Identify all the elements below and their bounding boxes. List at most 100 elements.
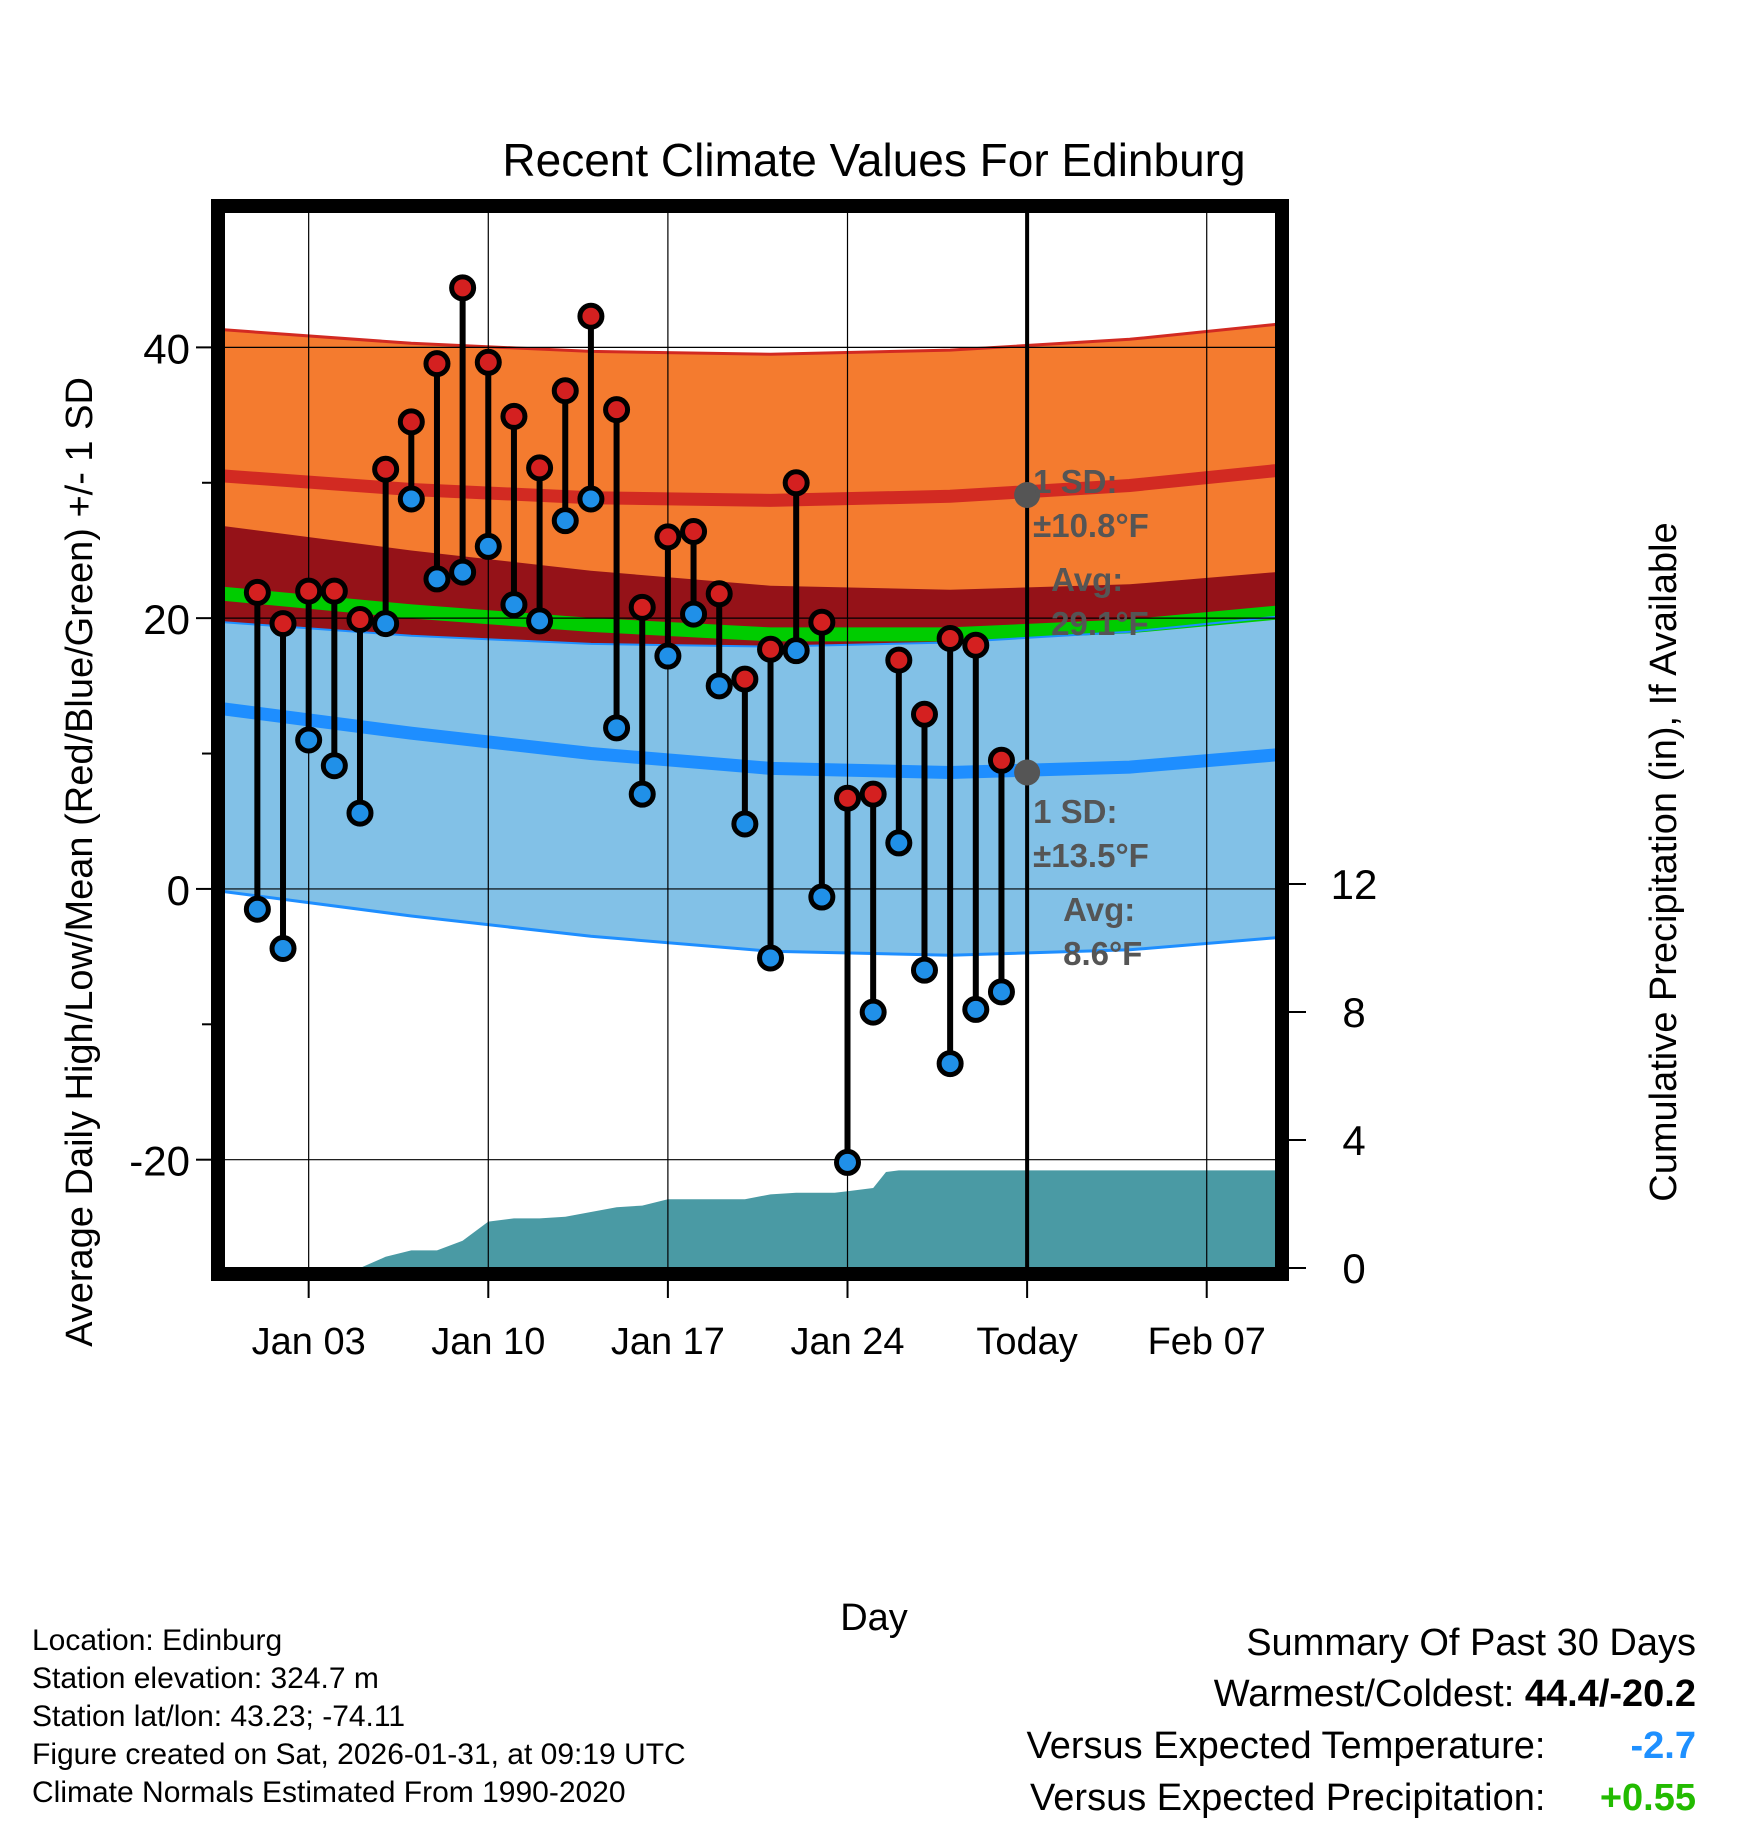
daily-high-point	[680, 518, 708, 546]
daily-low-point	[885, 829, 913, 857]
daily-high-point	[885, 646, 913, 674]
x-tick-label: Jan 10	[431, 1321, 545, 1363]
summary-temp-row: Versus Expected Temperature: -2.7	[1027, 1720, 1696, 1772]
daily-high-point	[987, 746, 1015, 774]
daily-low-point	[346, 799, 374, 827]
info-normals: Climate Normals Estimated From 1990-2020	[32, 1776, 626, 1809]
daily-high-point	[603, 396, 631, 424]
daily-low-point	[603, 714, 631, 742]
daily-high-point	[295, 577, 323, 605]
low-avg-label: Avg:	[1063, 891, 1135, 928]
y-left-tick-label: 40	[143, 325, 190, 372]
today-low-avg-marker	[1014, 759, 1041, 786]
info-latlon: Station lat/lon: 43.23; -74.11	[32, 1700, 406, 1733]
today-days-label: 30	[1041, 1375, 1081, 1416]
daily-high-point	[449, 274, 477, 302]
low-sd-value: ±13.5°F	[1033, 837, 1149, 874]
daily-low-point	[449, 558, 477, 586]
today-high-avg-marker	[1014, 481, 1041, 508]
daily-low-point	[936, 1050, 964, 1078]
x-tick-label: Feb 07	[1148, 1321, 1266, 1363]
daily-low-point	[808, 883, 836, 911]
daily-low-point	[705, 672, 733, 700]
daily-high-point	[654, 523, 682, 551]
high-avg-value: 29.1°F	[1051, 605, 1149, 642]
info-location: Location: Edinburg	[32, 1624, 283, 1657]
daily-low-point	[320, 752, 348, 780]
daily-low-point	[474, 532, 502, 560]
high-sd-value: ±10.8°F	[1033, 507, 1149, 544]
y-left-tick-label: -20	[129, 1138, 190, 1185]
high-sd-label: 1 SD:	[1033, 463, 1117, 500]
info-created: Figure created on Sat, 2026-01-31, at 09…	[32, 1738, 686, 1771]
daily-high-point	[808, 608, 836, 636]
summary-warmest-label: Warmest/Coldest:	[1213, 1673, 1515, 1715]
summary-precip-value: +0.55	[1599, 1777, 1696, 1819]
daily-low-point	[295, 726, 323, 754]
daily-high-point	[628, 593, 656, 621]
daily-low-point	[757, 944, 785, 972]
low-sd-label: 1 SD:	[1033, 793, 1117, 830]
summary-warmest-value: 44.4/-20.2	[1524, 1673, 1696, 1715]
daily-high-point	[397, 408, 425, 436]
daily-low-point	[243, 895, 271, 923]
summary-warmest-row: Warmest/Coldest: 44.4/-20.2	[1027, 1668, 1696, 1720]
daily-high-point	[936, 624, 964, 652]
daily-low-point	[731, 810, 759, 838]
daily-low-point	[910, 956, 938, 984]
x-tick-label: Jan 24	[790, 1321, 904, 1363]
high-avg-label: Avg:	[1051, 561, 1123, 598]
y-right-tick-label: 0	[1342, 1245, 1365, 1292]
info-elevation: Station elevation: 324.7 m	[32, 1662, 379, 1695]
summary-precip-row: Versus Expected Precipitation: +0.55	[1027, 1772, 1696, 1824]
daily-low-point	[962, 995, 990, 1023]
daily-high-point	[526, 454, 554, 482]
daily-low-point	[423, 565, 451, 593]
low-avg-value: 8.6°F	[1063, 935, 1142, 972]
daily-high-point	[577, 302, 605, 330]
daily-high-point	[859, 780, 887, 808]
daily-high-point	[474, 348, 502, 376]
y-left-tick-label: 20	[143, 596, 190, 643]
daily-high-point	[757, 635, 785, 663]
daily-low-point	[859, 998, 887, 1026]
daily-low-point	[834, 1148, 862, 1176]
normal-high-upper-edge	[224, 322, 1276, 356]
plot-frame	[211, 199, 1289, 1281]
summary-title: Summary Of Past 30 Days	[1246, 1622, 1696, 1664]
daily-low-point	[551, 507, 579, 535]
daily-high-point	[782, 469, 810, 497]
precipitation-area	[224, 1170, 1276, 1268]
daily-high-point	[705, 580, 733, 608]
x-tick-label: Jan 17	[611, 1321, 725, 1363]
daily-high-point	[910, 700, 938, 728]
y-left-tick-label: 0	[167, 867, 190, 914]
daily-high-point	[423, 350, 451, 378]
plot-area: 1 SD: ±10.8°F Avg: 29.1°F 1 SD: ±13.5°F Avg: 8.…	[129, 199, 1377, 1416]
chart-title: Recent Climate Values For Edinburg	[502, 134, 1245, 186]
x-tick-label: Jan 03	[252, 1321, 366, 1363]
y-axis-right-label: Cumulative Precipitation (in), If Availa…	[1643, 522, 1685, 1201]
y-right-tick-label: 4	[1342, 1117, 1365, 1164]
x-axis-label: Day	[840, 1597, 908, 1639]
daily-low-point	[500, 591, 528, 619]
x-tick-label: Today	[976, 1321, 1077, 1363]
daily-high-point	[243, 578, 271, 606]
summary-temp-value: -2.7	[1630, 1725, 1696, 1767]
plot-content: 1 SD: ±10.8°F Avg: 29.1°F 1 SD: ±13.5°F Avg: 8.…	[224, 212, 1276, 1416]
daily-low-point	[577, 485, 605, 513]
y-right-tick-label: 8	[1342, 989, 1365, 1036]
daily-high-point	[269, 610, 297, 638]
daily-low-point	[526, 607, 554, 635]
summary-temp-label: Versus Expected Temperature:	[1026, 1725, 1546, 1767]
daily-low-point	[628, 780, 656, 808]
daily-high-point	[551, 377, 579, 405]
daily-low-point	[654, 642, 682, 670]
daily-high-point	[500, 402, 528, 430]
daily-high-point	[346, 606, 374, 634]
daily-high-point	[962, 631, 990, 659]
daily-low-point	[680, 600, 708, 628]
summary-precip-label: Versus Expected Precipitation:	[1030, 1777, 1546, 1819]
daily-low-point	[397, 485, 425, 513]
daily-high-point	[372, 455, 400, 483]
